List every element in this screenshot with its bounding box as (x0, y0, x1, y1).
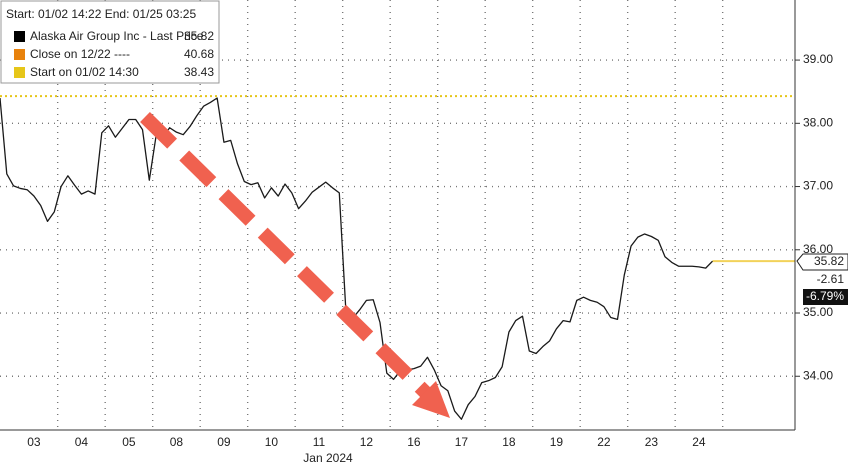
legend-value: 35.82 (184, 29, 214, 43)
y-tick-label: 35.00 (803, 305, 833, 319)
legend-value: 40.68 (184, 47, 214, 61)
x-tick-label: 08 (170, 435, 184, 449)
legend-label: Alaska Air Group Inc - Last Price (30, 29, 204, 43)
legend-swatch (14, 49, 25, 60)
y-tick-label: 38.00 (803, 115, 833, 129)
x-tick-label: 23 (645, 435, 659, 449)
arrow-head (412, 381, 450, 418)
price-tag-pct-box (803, 289, 848, 305)
price-tag-pct: -6.79% (806, 289, 844, 303)
x-tick-label: 24 (692, 435, 706, 449)
legend-label: Close on 12/22 ---- (30, 47, 130, 61)
x-tick-label: 11 (313, 435, 326, 449)
y-tick-label: 34.00 (803, 368, 833, 382)
trend-arrow (140, 112, 450, 418)
x-tick-label: 09 (217, 435, 231, 449)
legend-header: Start: 01/02 14:22 End: 01/25 03:25 (6, 7, 196, 21)
x-tick-label: 16 (407, 435, 421, 449)
legend-swatch (14, 67, 25, 78)
y-tick-label: 36.00 (803, 242, 833, 256)
price-tag-box (796, 253, 848, 271)
x-tick-label: 03 (27, 435, 41, 449)
x-tick-label: 18 (502, 435, 516, 449)
legend-box (0, 0, 220, 84)
x-tick-label: 19 (550, 435, 564, 449)
y-tick-label: 37.00 (803, 179, 833, 193)
legend-value: 38.43 (184, 65, 214, 79)
price-tag-change: -2.61 (817, 272, 845, 286)
y-tick-label: 39.00 (803, 52, 833, 66)
x-tick-label: 10 (265, 435, 279, 449)
legend-swatch (14, 31, 25, 42)
legend-label: Start on 01/02 14:30 (30, 65, 139, 79)
x-tick-label: 22 (597, 435, 611, 449)
legend: Start: 01/02 14:22 End: 01/25 03:25 Alas… (0, 0, 220, 84)
price-tag: 35.82 -2.61 -6.79% (796, 253, 848, 305)
x-tick-label: 17 (455, 435, 469, 449)
plot-area (0, 95, 795, 420)
x-tick-label: 04 (75, 435, 89, 449)
price-line (0, 97, 713, 420)
x-tick-label: 12 (360, 435, 374, 449)
x-tick-label: 05 (122, 435, 136, 449)
arrow-shaft (140, 112, 433, 400)
price-tag-price: 35.82 (814, 254, 844, 268)
x-sublabel: Jan 2024 (303, 451, 353, 465)
